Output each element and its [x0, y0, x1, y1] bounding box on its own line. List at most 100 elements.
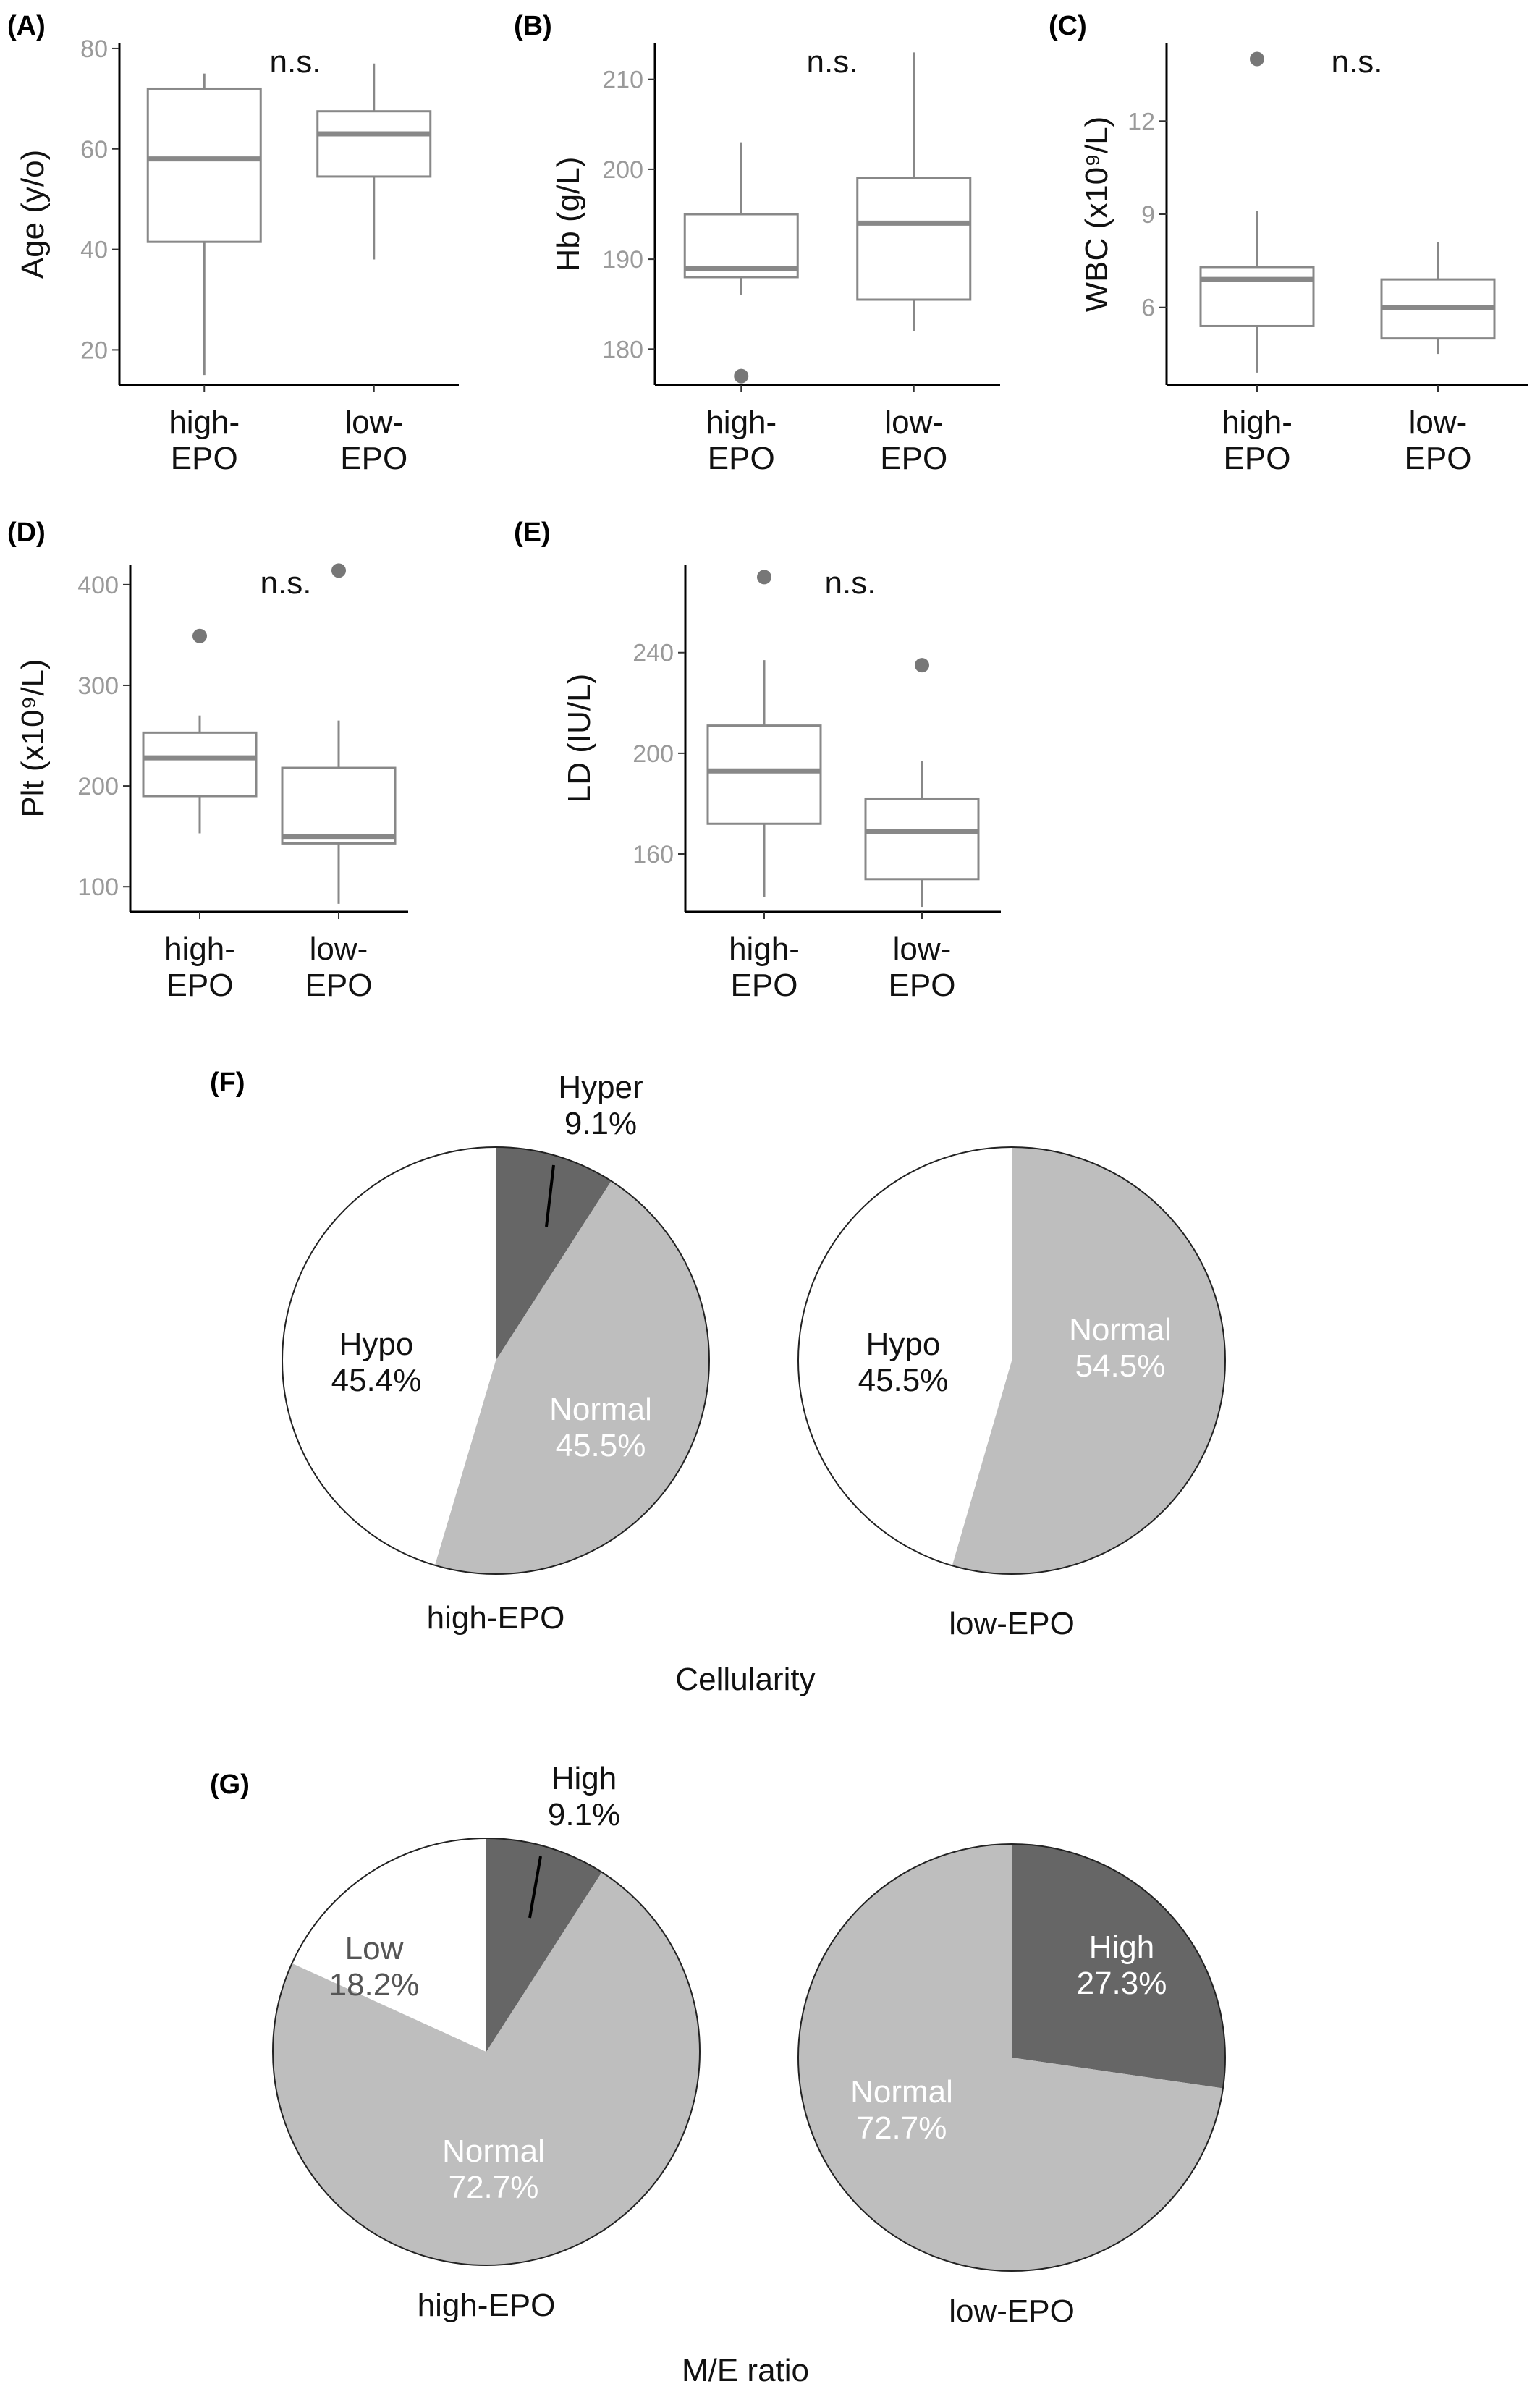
- slice-label: Hyper 9.1%: [558, 1070, 643, 1141]
- box-iqr: [856, 177, 972, 301]
- box-group: [281, 563, 397, 904]
- box-iqr: [316, 110, 432, 178]
- x-category-label: low-EPO: [340, 405, 407, 476]
- y-tick-label: 20: [80, 337, 108, 364]
- outlier-point: [757, 570, 771, 585]
- panel-label: (G): [210, 1769, 250, 1800]
- y-tick-label: 190: [602, 246, 643, 274]
- box-iqr: [281, 766, 397, 845]
- x-category-label: high-EPO: [1222, 405, 1292, 476]
- box-group: [706, 570, 822, 897]
- box-group: [142, 628, 258, 834]
- x-category-label: high-EPO: [164, 931, 235, 1003]
- y-axis-title: Age (y/o): [15, 150, 51, 279]
- x-category-label: low-EPO: [1405, 405, 1472, 476]
- pie-group-label: high-EPO: [418, 2288, 556, 2323]
- significance-label: n.s.: [807, 44, 858, 80]
- x-category-label: low-EPO: [880, 405, 947, 476]
- pie-slice: [1012, 1844, 1225, 2089]
- box-group: [864, 658, 980, 908]
- y-tick-label: 80: [80, 35, 108, 63]
- pie-slice: [486, 1838, 602, 2052]
- y-tick-label: 200: [602, 156, 643, 184]
- slice-label: Normal 72.7%: [850, 2074, 953, 2146]
- box-iqr: [864, 797, 980, 881]
- y-tick-label: 200: [632, 740, 674, 768]
- box-group: [146, 73, 262, 376]
- slice-label: Normal 54.5%: [1069, 1312, 1172, 1384]
- label-leader-line: [528, 1856, 542, 1919]
- pie-chart: High 27.3% Normal 72.7% low-EPO: [798, 1843, 1226, 2329]
- significance-label: n.s.: [261, 565, 312, 601]
- slice-label: Hypo 45.5%: [858, 1327, 949, 1398]
- panel-label: (C): [1049, 11, 1087, 41]
- boxplot-panel-c: (C) 6 9 12 WBC (x10⁹/L) high-EPO low-EPO n.s.: [1049, 11, 1528, 476]
- box-group: [1199, 51, 1315, 373]
- box-iqr: [142, 731, 258, 798]
- pie-caption: Cellularity: [675, 1662, 815, 1697]
- slice-label: Low 18.2%: [329, 1931, 420, 2003]
- boxplot-panel-d: (D) 100 200 300 400 Plt (x10⁹/L) high-EPO low-E…: [7, 517, 408, 1003]
- x-category-label: low-EPO: [889, 931, 956, 1003]
- outlier-point: [1250, 51, 1264, 67]
- box-group: [1380, 242, 1496, 355]
- panel-label: (D): [7, 517, 46, 548]
- pie-slice: [496, 1146, 612, 1361]
- outlier-point: [192, 628, 207, 643]
- panel-label: (A): [7, 11, 46, 41]
- slice-label: High 27.3%: [1077, 1929, 1167, 2001]
- outlier-point: [331, 563, 346, 578]
- y-axis-title: Plt (x10⁹/L): [15, 659, 51, 817]
- pie-chart: High 9.1% Normal 72.7% Low 18.2% high-EPO: [272, 1761, 701, 2323]
- y-tick-label: 60: [80, 136, 108, 164]
- x-category-label: high-EPO: [706, 405, 777, 476]
- pie-panel-g: (G) High 9.1%Normal 72.7%Low 18.2%high-EPOHi…: [210, 1761, 1226, 2388]
- panel-label: (E): [514, 517, 551, 548]
- pie-slice: [798, 1147, 1012, 1566]
- y-axis-title: LD (IU/L): [562, 674, 597, 803]
- box-group: [856, 52, 972, 331]
- pie-chart: Normal 54.5% Hypo 45.5% low-EPO: [798, 1146, 1226, 1641]
- slice-label: Normal 72.7%: [442, 2134, 545, 2205]
- pie-slice: [434, 1180, 710, 1575]
- pie-group-label: low-EPO: [949, 2293, 1075, 2329]
- box-iqr: [1199, 266, 1315, 327]
- pie-outline: [282, 1146, 710, 1575]
- y-axis-title: Hb (g/L): [551, 157, 586, 272]
- slice-label: Hypo 45.4%: [331, 1327, 422, 1398]
- y-tick-label: 12: [1128, 108, 1155, 135]
- slice-label: Normal 45.5%: [549, 1392, 652, 1463]
- y-tick-label: 400: [77, 572, 119, 599]
- y-tick-label: 300: [77, 672, 119, 700]
- y-tick-label: 6: [1141, 295, 1155, 322]
- box-group: [683, 142, 799, 384]
- significance-label: n.s.: [270, 44, 321, 80]
- pie-group-label: high-EPO: [427, 1600, 565, 1636]
- x-category-label: low-EPO: [305, 931, 373, 1003]
- y-tick-label: 40: [80, 237, 108, 264]
- panel-label: (B): [514, 11, 552, 41]
- pie-outline: [272, 1838, 701, 2266]
- box-iqr: [146, 87, 262, 243]
- pie-group-label: low-EPO: [949, 1606, 1075, 1641]
- box-group: [316, 63, 432, 260]
- y-tick-label: 200: [77, 773, 119, 800]
- label-leader-line: [545, 1164, 555, 1227]
- pie-slice: [282, 1147, 496, 1565]
- pie-slice: [292, 1838, 486, 2052]
- y-tick-label: 100: [77, 874, 119, 901]
- pie-outline: [798, 1146, 1226, 1575]
- x-category-label: high-EPO: [169, 405, 240, 476]
- y-axis-title: WBC (x10⁹/L): [1079, 117, 1114, 313]
- outlier-point: [915, 658, 929, 673]
- y-tick-label: 240: [632, 640, 674, 667]
- pie-slice: [273, 1872, 700, 2265]
- y-tick-label: 9: [1141, 201, 1155, 229]
- boxplot-panel-b: (B) 180 190 200 210 Hb (g/L) high-EPO low-EPO n.…: [514, 11, 1000, 476]
- boxplot-panel-a: (A) 20 40 60 80 Age (y/o) high-EPO low-EPO n.s.: [7, 11, 459, 476]
- pie-outline: [798, 1843, 1226, 2272]
- pie-slice: [798, 1844, 1223, 2271]
- pie-caption: M/E ratio: [682, 2353, 809, 2388]
- y-tick-label: 160: [632, 841, 674, 868]
